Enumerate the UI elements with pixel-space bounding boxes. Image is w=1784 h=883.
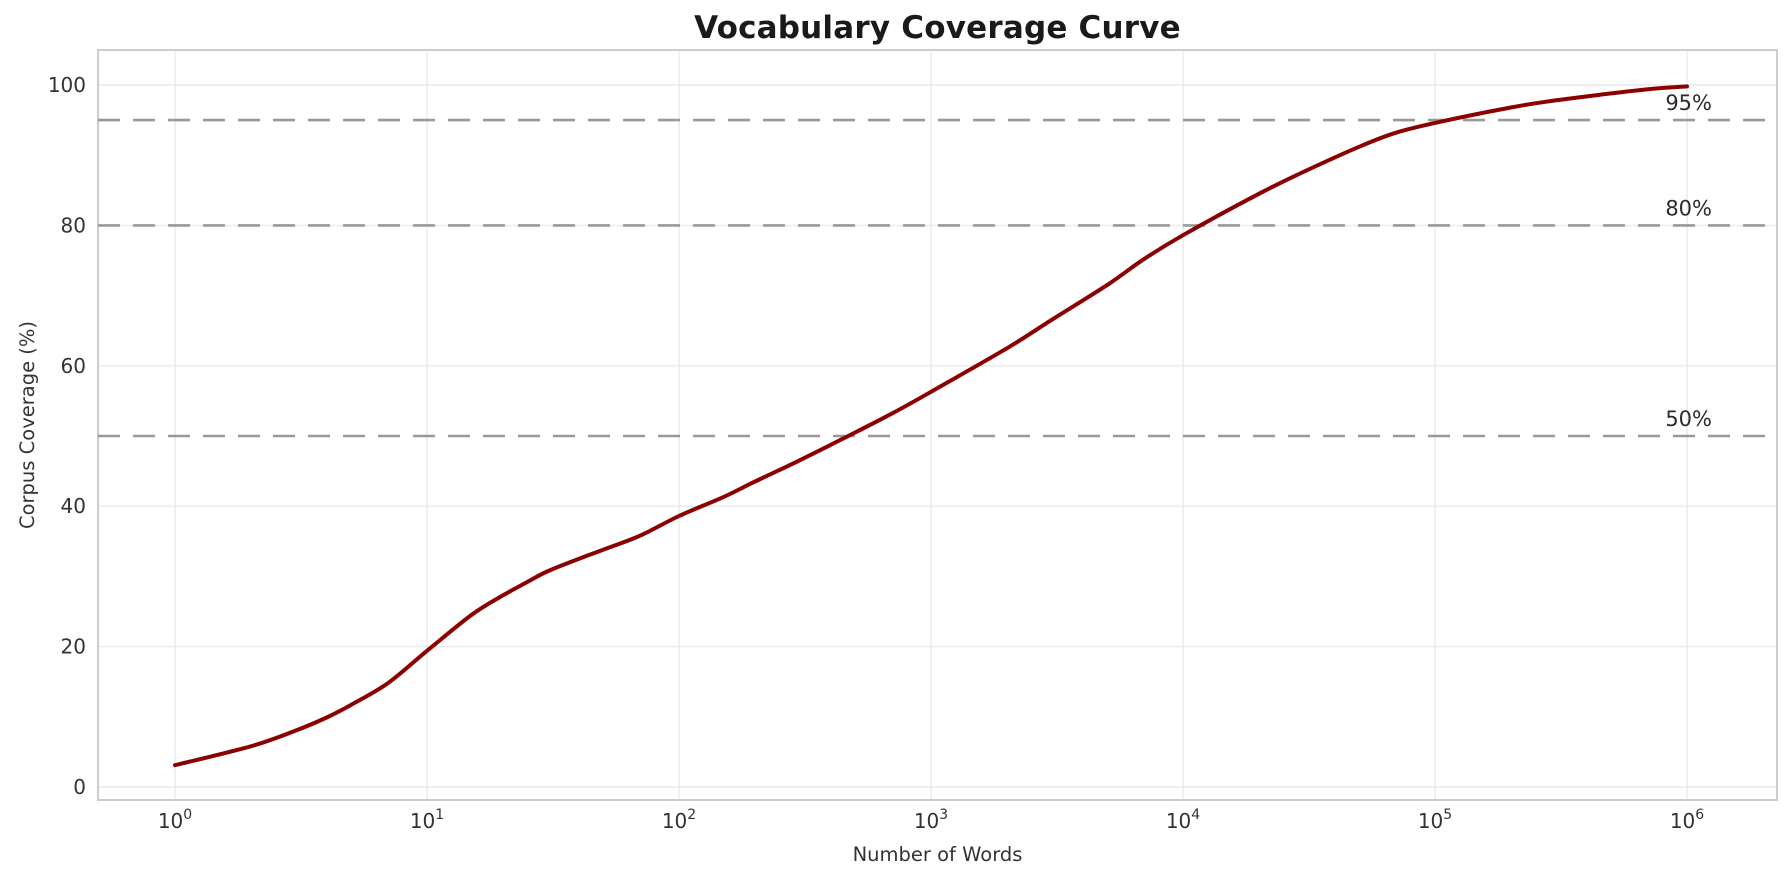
reference-label-95: 95% [1665,91,1712,115]
y-tick-label-60: 60 [61,354,86,378]
x-tick-label-1e3: 103 [914,807,948,833]
x-tick-label-1e2: 102 [662,807,696,833]
plot-border [97,49,1778,801]
plot-border-layer [97,49,1778,801]
coverage-curve [173,84,1689,768]
x-tick-label-1e4: 104 [1166,807,1200,833]
tick-labels-layer: 0 20 40 60 80 100 100 101 102 103 104 105 106 [48,73,1704,833]
x-axis-label: Number of Words [852,843,1023,866]
reference-label-80: 80% [1665,196,1712,220]
chart-title: Vocabulary Coverage Curve [694,10,1181,46]
x-tick-label-1e1: 101 [410,807,444,833]
y-tick-label-40: 40 [61,494,86,518]
y-tick-label-20: 20 [61,635,86,659]
y-tick-label-100: 100 [48,73,86,97]
x-tick-label-1e0: 100 [158,807,192,833]
series-layer [173,84,1689,768]
x-tick-label-1e5: 105 [1418,807,1452,833]
grid-layer [98,50,1777,800]
y-tick-label-80: 80 [61,213,86,237]
x-tick-label-1e6: 106 [1670,807,1704,833]
reference-label-50: 50% [1665,407,1712,431]
y-tick-label-0: 0 [73,775,86,799]
reference-lines-layer: 50% 80% 95% [98,91,1777,438]
